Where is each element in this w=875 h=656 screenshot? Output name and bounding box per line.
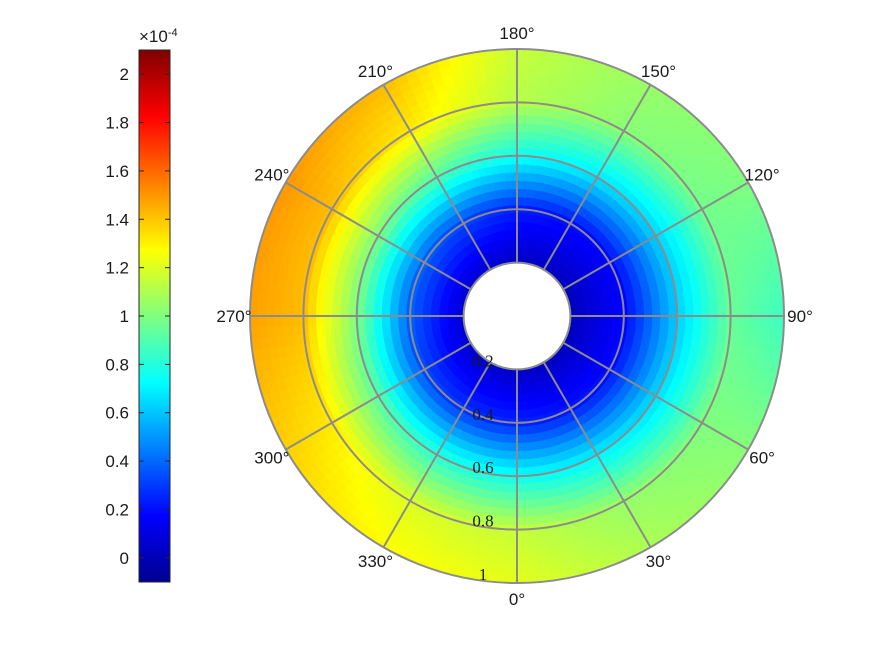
angular-tick-label: 240° — [254, 165, 289, 184]
radial-tick-label: 0.4 — [472, 405, 494, 424]
angular-tick-label: 270° — [216, 307, 251, 326]
radial-tick-label: 0.2 — [472, 351, 493, 370]
angular-tick-label: 60° — [749, 449, 775, 468]
colorbar-tick-label: 1.8 — [105, 114, 129, 133]
angular-tick-label: 330° — [358, 552, 393, 571]
colorbar-tick-label: 0 — [120, 549, 129, 568]
angular-tick-label: 0° — [509, 590, 525, 609]
colorbar-tick-label: 1.6 — [105, 162, 129, 181]
angular-tick-label: 210° — [358, 62, 393, 81]
angular-tick-label: 150° — [641, 62, 676, 81]
colorbar-tick-label: 2 — [120, 65, 129, 84]
angular-tick-label: 300° — [254, 449, 289, 468]
colorbar-tick-label: 1.4 — [105, 210, 129, 229]
colorbar-tick-label: 1 — [120, 307, 129, 326]
colorbar: 2 1.8 1.6 1.4 1.2 1 0.8 0.6 0.4 0.2 0 ×10-4 — [105, 27, 178, 583]
angular-tick-label: 120° — [745, 165, 780, 184]
colorbar-tick-label: 0.6 — [105, 404, 129, 423]
colorbar-tick-label: 0.2 — [105, 500, 129, 519]
angular-tick-label: 180° — [499, 24, 534, 43]
colorbar-tick-label: 1.2 — [105, 259, 129, 278]
colorbar-exponent-label: ×10-4 — [139, 27, 178, 46]
colorbar-tick-label: 0.8 — [105, 355, 129, 374]
polar-field — [249, 48, 785, 584]
colorbar-tick-label: 0.4 — [105, 452, 129, 471]
radial-tick-label: 1 — [479, 565, 488, 584]
colorbar-ticks: 2 1.8 1.6 1.4 1.2 1 0.8 0.6 0.4 0.2 0 — [105, 65, 170, 568]
radial-tick-label: 0.6 — [472, 458, 493, 477]
colorbar-gradient — [138, 49, 171, 583]
angular-tick-label: 90° — [787, 307, 813, 326]
angular-tick-label: 30° — [646, 552, 672, 571]
radial-tick-label: 0.8 — [472, 512, 493, 531]
colorbar-exponent: -4 — [168, 27, 178, 39]
